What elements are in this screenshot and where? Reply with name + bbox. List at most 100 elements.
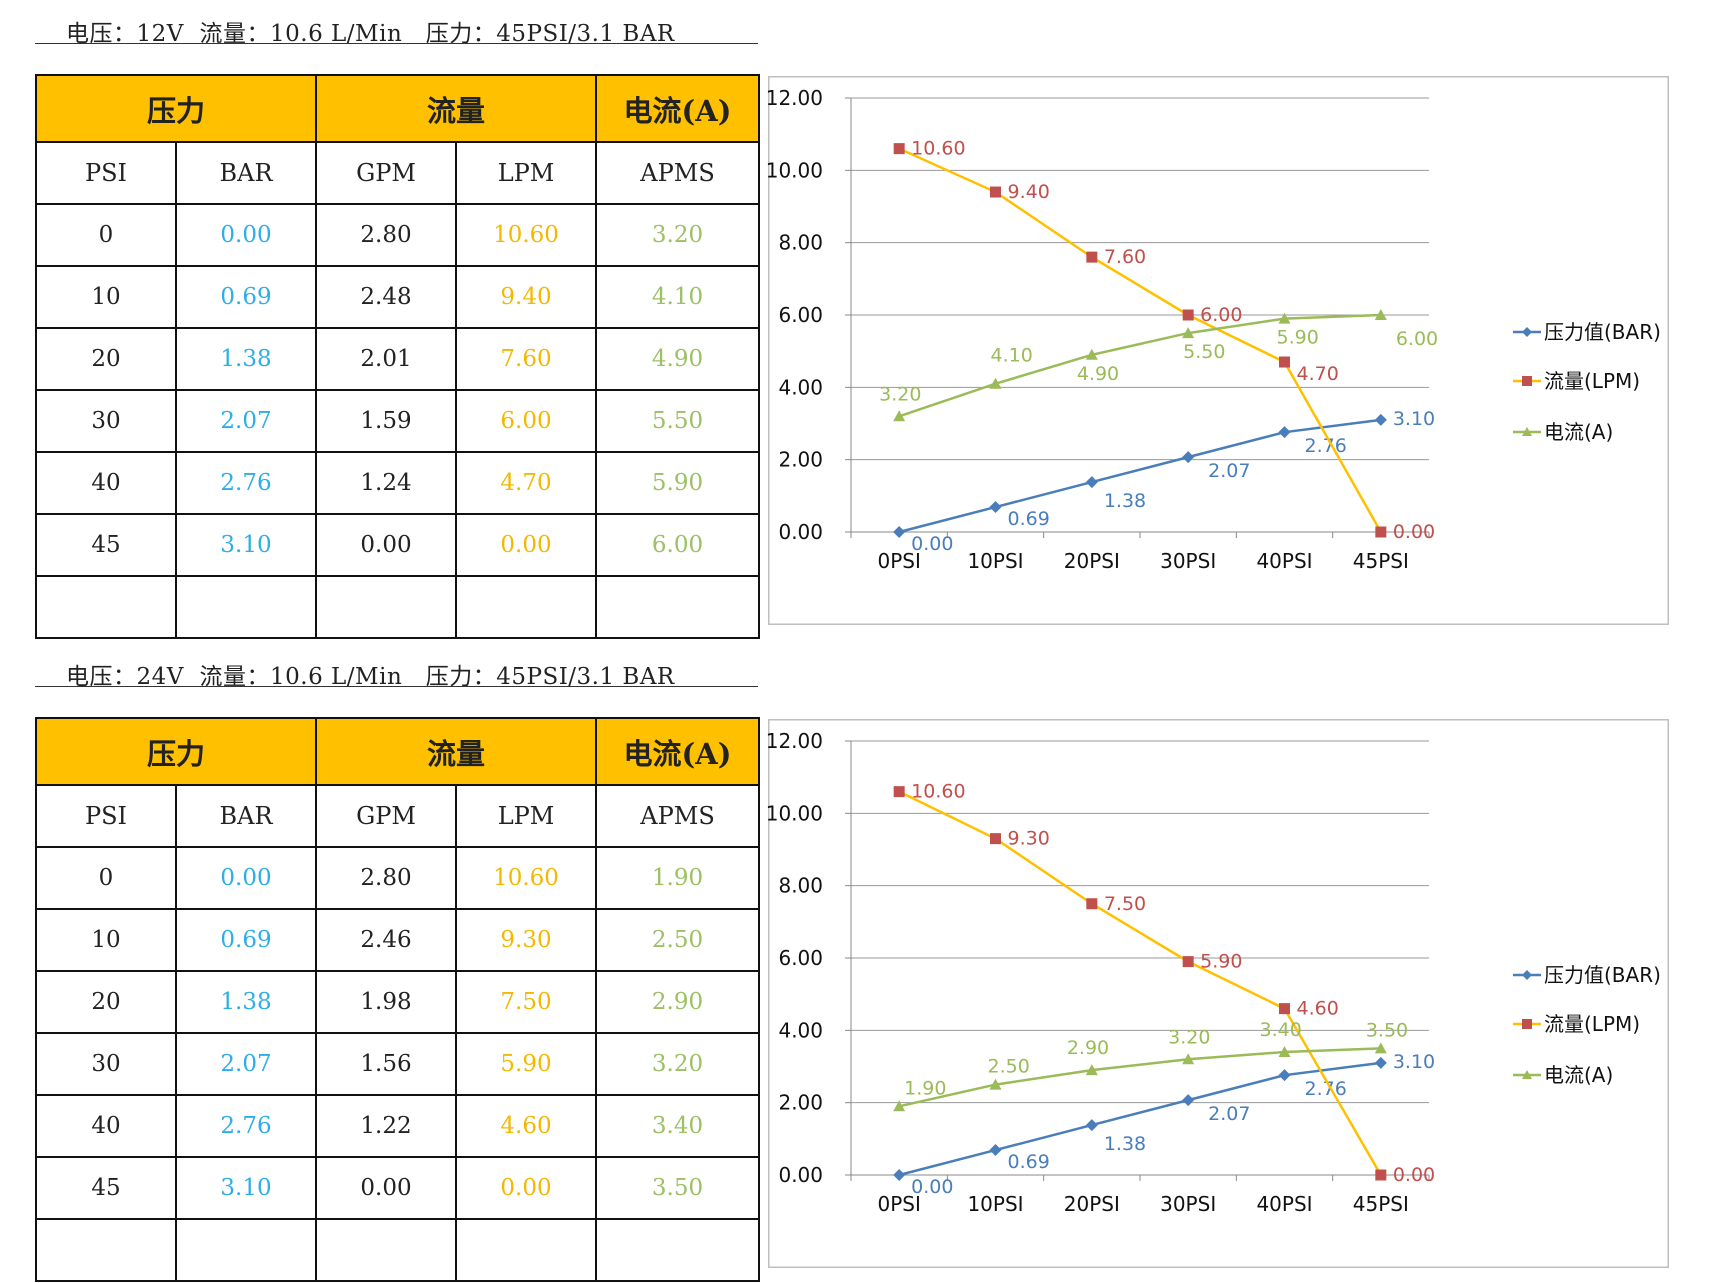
y-tick-label: 8.00 [778, 231, 823, 255]
legend-marker [1522, 1019, 1532, 1029]
cell-lpm: 10.60 [455, 846, 598, 910]
data-point [1374, 1042, 1387, 1054]
data-point [1278, 312, 1291, 324]
line-chart: 0.00 2.00 4.00 6.00 8.00 10.00 12.00 0PSI 10PSI 2… [766, 719, 1669, 1268]
series-line [898, 313, 1381, 418]
cell-lpm: 6.00 [455, 389, 598, 453]
col-header-lpm: LPM [455, 141, 598, 205]
table-row: 40 2.76 1.24 4.70 5.90 [35, 451, 761, 515]
data-point [1085, 1064, 1098, 1076]
data-label: 7.50 [1104, 893, 1146, 915]
y-tick-label: 10.00 [766, 801, 823, 825]
legend-label: 电流(A) [1544, 420, 1613, 444]
cell-lpm: 0.00 [455, 513, 598, 577]
data-label: 10.60 [911, 138, 965, 160]
data-point [989, 1144, 1002, 1157]
cell-psi: 10 [35, 908, 177, 972]
data-label: 2.76 [1305, 1078, 1347, 1100]
y-tick-label: 0.00 [778, 520, 823, 544]
data-label: 5.90 [1277, 327, 1319, 349]
data-label: 7.60 [1104, 246, 1146, 268]
cell-bar: 2.07 [174, 1032, 318, 1096]
col-header-psi: PSI [35, 784, 177, 848]
data-label: 3.50 [1366, 1019, 1408, 1041]
data-label: 1.90 [904, 1077, 946, 1099]
cell-psi: 30 [35, 389, 177, 453]
cell-psi: 45 [35, 513, 177, 577]
cell-empty [315, 1218, 458, 1282]
cell-apms: 5.90 [595, 451, 761, 515]
cell-gpm: 1.22 [315, 1094, 458, 1158]
data-point [990, 833, 1001, 845]
legend-marker [1522, 1070, 1532, 1079]
line-chart: 0.00 2.00 4.00 6.00 8.00 10.00 12.00 0PSI 10PSI 2… [766, 76, 1669, 625]
cell-empty [595, 575, 761, 639]
section-title: 电压：12V 流量：10.6 L/Min 压力：45PSI/3.1 BAR [66, 21, 675, 47]
legend-marker [1522, 327, 1532, 337]
table-row: 0 0.00 2.80 10.60 1.90 [35, 846, 761, 910]
legend-marker [1522, 970, 1532, 980]
data-label: 3.20 [1168, 1026, 1210, 1048]
y-tick-label: 4.00 [778, 1018, 823, 1042]
data-label: 5.90 [1200, 951, 1242, 973]
cell-apms: 4.90 [595, 327, 761, 391]
sub-header-row: PSI BAR GPM LPM APMS [35, 784, 761, 848]
data-point [893, 786, 905, 798]
spec-table: 压力 流量 电流(A) PSI BAR GPM LPM APMS 0 0.00 … [34, 74, 761, 639]
line-chart-svg: 0.00 2.00 4.00 6.00 8.00 10.00 12.00 0PSI 10PSI 2… [766, 719, 1669, 1268]
col-header-apms: APMS [595, 141, 761, 205]
data-point [1182, 309, 1194, 321]
data-label: 0.00 [911, 1176, 953, 1198]
cell-bar: 2.07 [174, 389, 318, 453]
data-label: 0.00 [1393, 521, 1435, 543]
cell-bar: 3.10 [174, 513, 318, 577]
series-line [898, 1047, 1381, 1108]
x-tick-label: 30PSI [1160, 549, 1216, 573]
x-tick-label: 30PSI [1160, 1192, 1216, 1216]
cell-gpm: 1.56 [315, 1032, 458, 1096]
data-label: 0.69 [1008, 1151, 1050, 1173]
cell-empty [35, 1218, 177, 1282]
data-point [1182, 956, 1194, 968]
group-header-flow: 流量 [315, 717, 598, 786]
table-row: 0 0.00 2.80 10.60 3.20 [35, 203, 761, 267]
table-row: 40 2.76 1.22 4.60 3.40 [35, 1094, 761, 1158]
legend-label: 电流(A) [1544, 1063, 1613, 1087]
cell-bar: 0.69 [174, 908, 318, 972]
x-tick-label: 45PSI [1353, 549, 1409, 573]
series-line [898, 790, 1382, 1176]
x-tick-label: 40PSI [1256, 549, 1312, 573]
group-header-row: 压力 流量 电流(A) [34, 74, 761, 143]
group-header-current: 电流(A) [595, 74, 761, 143]
table-row: 30 2.07 1.59 6.00 5.50 [35, 389, 761, 453]
table-row: 10 0.69 2.46 9.30 2.50 [35, 908, 761, 972]
y-tick-label: 8.00 [778, 874, 823, 898]
cell-bar: 2.76 [174, 451, 318, 515]
data-label: 6.00 [1200, 304, 1242, 326]
cell-lpm: 4.60 [455, 1094, 598, 1158]
cell-bar: 1.38 [174, 970, 318, 1034]
table-row: 45 3.10 0.00 0.00 3.50 [35, 1156, 761, 1220]
y-tick-label: 2.00 [778, 1091, 823, 1115]
x-tick-label: 0PSI [877, 1192, 920, 1216]
cell-lpm: 5.90 [455, 1032, 598, 1096]
cell-psi: 20 [35, 327, 177, 391]
cell-lpm: 9.30 [455, 908, 598, 972]
cell-psi: 0 [35, 846, 177, 910]
y-tick-label: 2.00 [778, 448, 823, 472]
data-point [1085, 348, 1098, 360]
legend-label: 压力值(BAR) [1544, 963, 1661, 987]
col-header-bar: BAR [174, 784, 318, 848]
chart-frame [768, 76, 1669, 625]
legend-label: 压力值(BAR) [1544, 320, 1661, 344]
cell-empty [455, 1218, 598, 1282]
data-point [1374, 1056, 1387, 1069]
data-point [893, 410, 906, 422]
cell-gpm: 2.01 [315, 327, 458, 391]
cell-gpm: 1.24 [315, 451, 458, 515]
y-tick-label: 10.00 [766, 158, 823, 182]
data-label: 0.00 [911, 533, 953, 555]
cell-gpm: 2.48 [315, 265, 458, 329]
data-label: 2.76 [1305, 435, 1347, 457]
data-label: 3.10 [1393, 1051, 1435, 1073]
